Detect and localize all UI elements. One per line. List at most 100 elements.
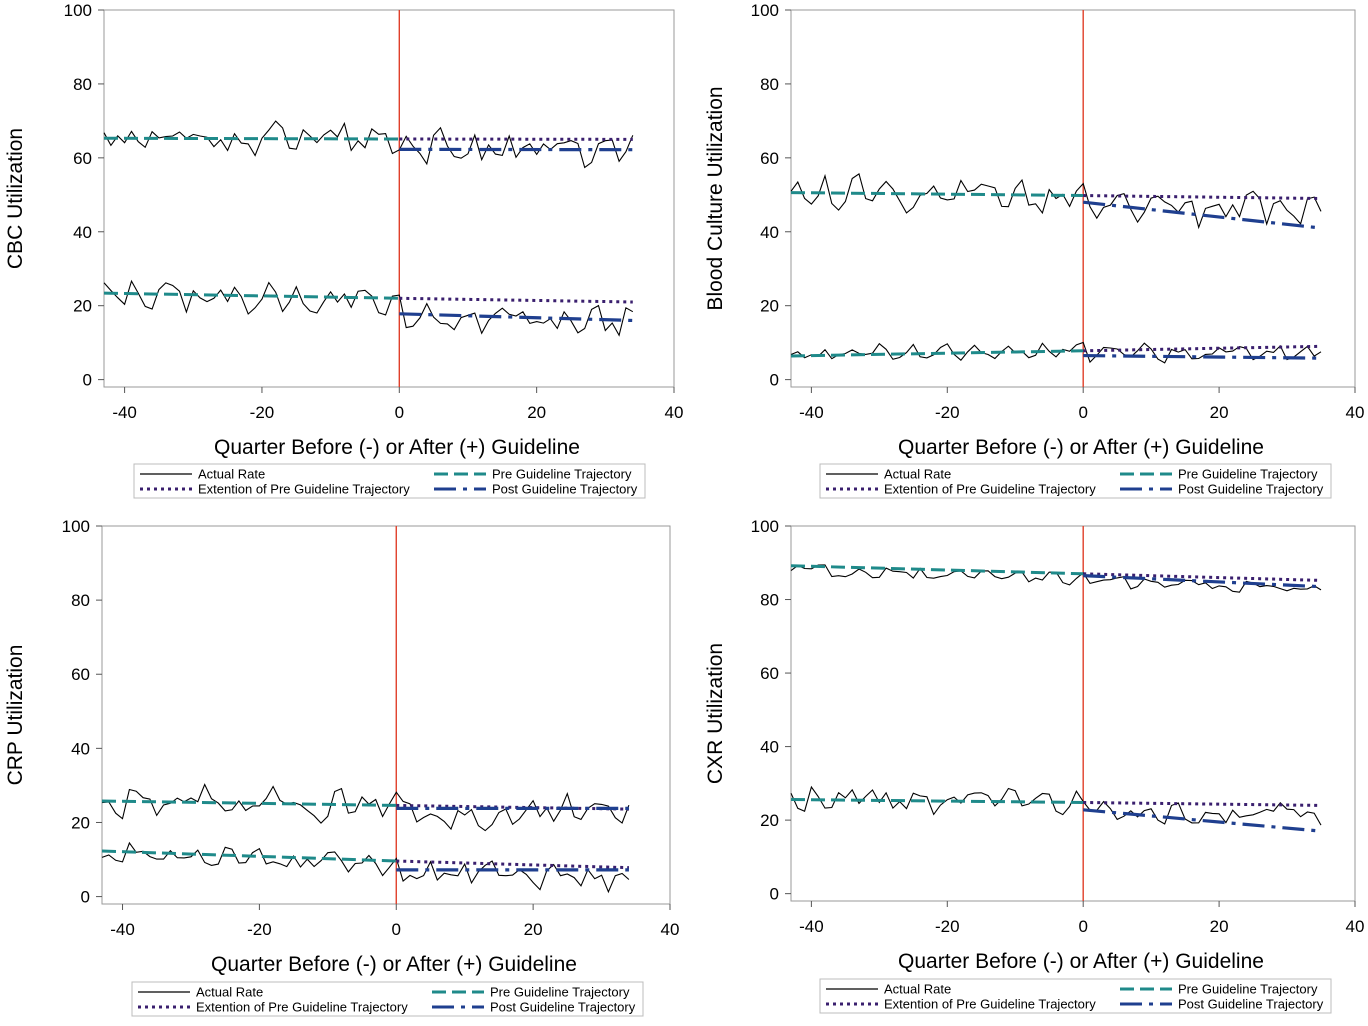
legend-box xyxy=(131,981,644,1017)
y-tick-label: 40 xyxy=(73,223,92,242)
legend-label-post: Post Guideline Trajectory xyxy=(490,1000,636,1015)
x-tick-label: -40 xyxy=(799,403,824,422)
x-axis-title: Quarter Before (-) or After (+) Guidelin… xyxy=(211,953,577,976)
post-guideline-trajectory-line xyxy=(1083,200,1322,230)
actual-rate-line xyxy=(101,783,630,832)
y-axis-title: CRP Utilization xyxy=(4,645,27,786)
chart-panel-4: 0 20 40 60 80 100 -40 -20 0 20 40 Quarter Before (-… xyxy=(704,517,1364,1014)
y-tick-label: 0 xyxy=(81,888,90,907)
x-tick-label: -20 xyxy=(935,403,960,422)
x-tick-label: 20 xyxy=(1210,917,1229,936)
x-tick-label: 20 xyxy=(1210,403,1229,422)
legend-label-actual: Actual Rate xyxy=(198,467,265,482)
x-tick-label: -20 xyxy=(935,917,960,936)
y-tick-label: 20 xyxy=(760,811,779,830)
legend-box xyxy=(133,463,646,499)
actual-rate-line xyxy=(790,173,1322,230)
plot-frame xyxy=(790,525,1356,902)
x-tick-label: -40 xyxy=(112,403,137,422)
legend-label-extension: Extention of Pre Guideline Trajectory xyxy=(196,1000,408,1015)
y-tick-label: 60 xyxy=(760,149,779,168)
chart-panel-2: 0 20 40 60 80 100 -40 -20 0 20 40 Quarter Before (-… xyxy=(704,1,1365,499)
extension-pre-trajectory-line xyxy=(399,296,633,304)
actual-rate-line xyxy=(790,564,1322,593)
actual-rate-line xyxy=(101,841,630,894)
x-tick-label: -40 xyxy=(799,917,824,936)
chart-panel-3: 0 20 40 60 80 100 -40 -20 0 20 40 Quarter Before (-… xyxy=(4,517,680,1017)
post-guideline-trajectory-line xyxy=(1083,808,1322,833)
x-tick-label: -20 xyxy=(247,920,272,939)
y-tick-label: 60 xyxy=(73,149,92,168)
legend-label-post: Post Guideline Trajectory xyxy=(1178,997,1324,1012)
pre-guideline-trajectory-line xyxy=(790,349,1084,358)
legend-label-extension: Extention of Pre Guideline Trajectory xyxy=(884,997,1096,1012)
x-tick-label: 20 xyxy=(524,920,543,939)
legend-label-pre: Pre Guideline Trajectory xyxy=(490,985,630,1000)
pre-guideline-trajectory-line xyxy=(101,799,397,807)
plot-frame xyxy=(101,525,671,905)
legend-label-post: Post Guideline Trajectory xyxy=(1178,482,1324,497)
extension-pre-trajectory-line xyxy=(396,803,629,811)
y-tick-label: 20 xyxy=(760,297,779,316)
y-axis-title: Blood Culture Utilization xyxy=(704,86,727,310)
legend-label-actual: Actual Rate xyxy=(884,982,951,997)
pre-guideline-trajectory-line xyxy=(103,291,400,300)
extension-pre-trajectory-line xyxy=(1083,572,1322,582)
y-axis-title: CBC Utilization xyxy=(4,128,27,269)
y-tick-label: 100 xyxy=(62,517,90,536)
y-tick-label: 40 xyxy=(760,223,779,242)
x-axis-title: Quarter Before (-) or After (+) Guidelin… xyxy=(214,436,580,459)
x-tick-label: -20 xyxy=(250,403,275,422)
y-tick-label: 0 xyxy=(770,885,779,904)
extension-pre-trajectory-line xyxy=(1083,194,1322,200)
y-tick-label: 100 xyxy=(751,517,779,536)
legend: Actual Rate Pre Guideline Trajectory Exten… xyxy=(819,463,1332,499)
plot-frame xyxy=(103,9,675,388)
y-tick-label: 80 xyxy=(71,591,90,610)
legend-label-pre: Pre Guideline Trajectory xyxy=(1178,467,1318,482)
legend-label-pre: Pre Guideline Trajectory xyxy=(1178,982,1318,997)
legend: Actual Rate Pre Guideline Trajectory Exten… xyxy=(819,978,1332,1014)
actual-rate-line xyxy=(103,120,634,169)
x-tick-label: 40 xyxy=(661,920,680,939)
legend-label-actual: Actual Rate xyxy=(884,467,951,482)
y-axis-title: CXR Utilization xyxy=(704,643,727,784)
x-tick-label: 20 xyxy=(527,403,546,422)
legend-box xyxy=(819,978,1332,1014)
actual-rate-line xyxy=(103,279,634,337)
y-tick-label: 80 xyxy=(73,75,92,94)
x-tick-label: 0 xyxy=(1078,917,1087,936)
x-tick-label: 0 xyxy=(1078,403,1087,422)
pre-guideline-trajectory-line xyxy=(790,191,1084,198)
pre-guideline-trajectory-line xyxy=(103,136,400,141)
y-tick-label: 60 xyxy=(71,665,90,684)
y-tick-label: 100 xyxy=(751,1,779,20)
legend: Actual Rate Pre Guideline Trajectory Exten… xyxy=(133,463,646,499)
extension-pre-trajectory-line xyxy=(1083,344,1322,353)
x-axis-title: Quarter Before (-) or After (+) Guidelin… xyxy=(898,950,1264,973)
legend-box xyxy=(819,463,1332,499)
x-tick-label: 40 xyxy=(665,403,684,422)
legend-label-extension: Extention of Pre Guideline Trajectory xyxy=(884,482,1096,497)
y-tick-label: 80 xyxy=(760,75,779,94)
actual-rate-line xyxy=(790,785,1322,826)
x-tick-label: 40 xyxy=(1346,403,1365,422)
y-tick-label: 20 xyxy=(71,813,90,832)
chart-panel-1: 0 20 40 60 80 100 -40 -20 0 20 40 Quarter Before (-… xyxy=(4,1,684,499)
y-tick-label: 40 xyxy=(71,739,90,758)
x-tick-label: 0 xyxy=(392,920,401,939)
y-tick-label: 80 xyxy=(760,591,779,610)
pre-guideline-trajectory-line xyxy=(790,564,1084,576)
y-tick-label: 100 xyxy=(64,1,92,20)
y-tick-label: 0 xyxy=(83,371,92,390)
actual-rate-line xyxy=(790,341,1322,364)
y-tick-label: 0 xyxy=(770,371,779,390)
pre-guideline-trajectory-line xyxy=(790,798,1084,804)
y-tick-label: 40 xyxy=(760,738,779,757)
legend: Actual Rate Pre Guideline Trajectory Exten… xyxy=(131,981,644,1017)
extension-pre-trajectory-line xyxy=(1083,800,1322,807)
legend-label-pre: Pre Guideline Trajectory xyxy=(492,467,632,482)
plot-frame xyxy=(790,9,1356,388)
legend-label-extension: Extention of Pre Guideline Trajectory xyxy=(198,482,410,497)
